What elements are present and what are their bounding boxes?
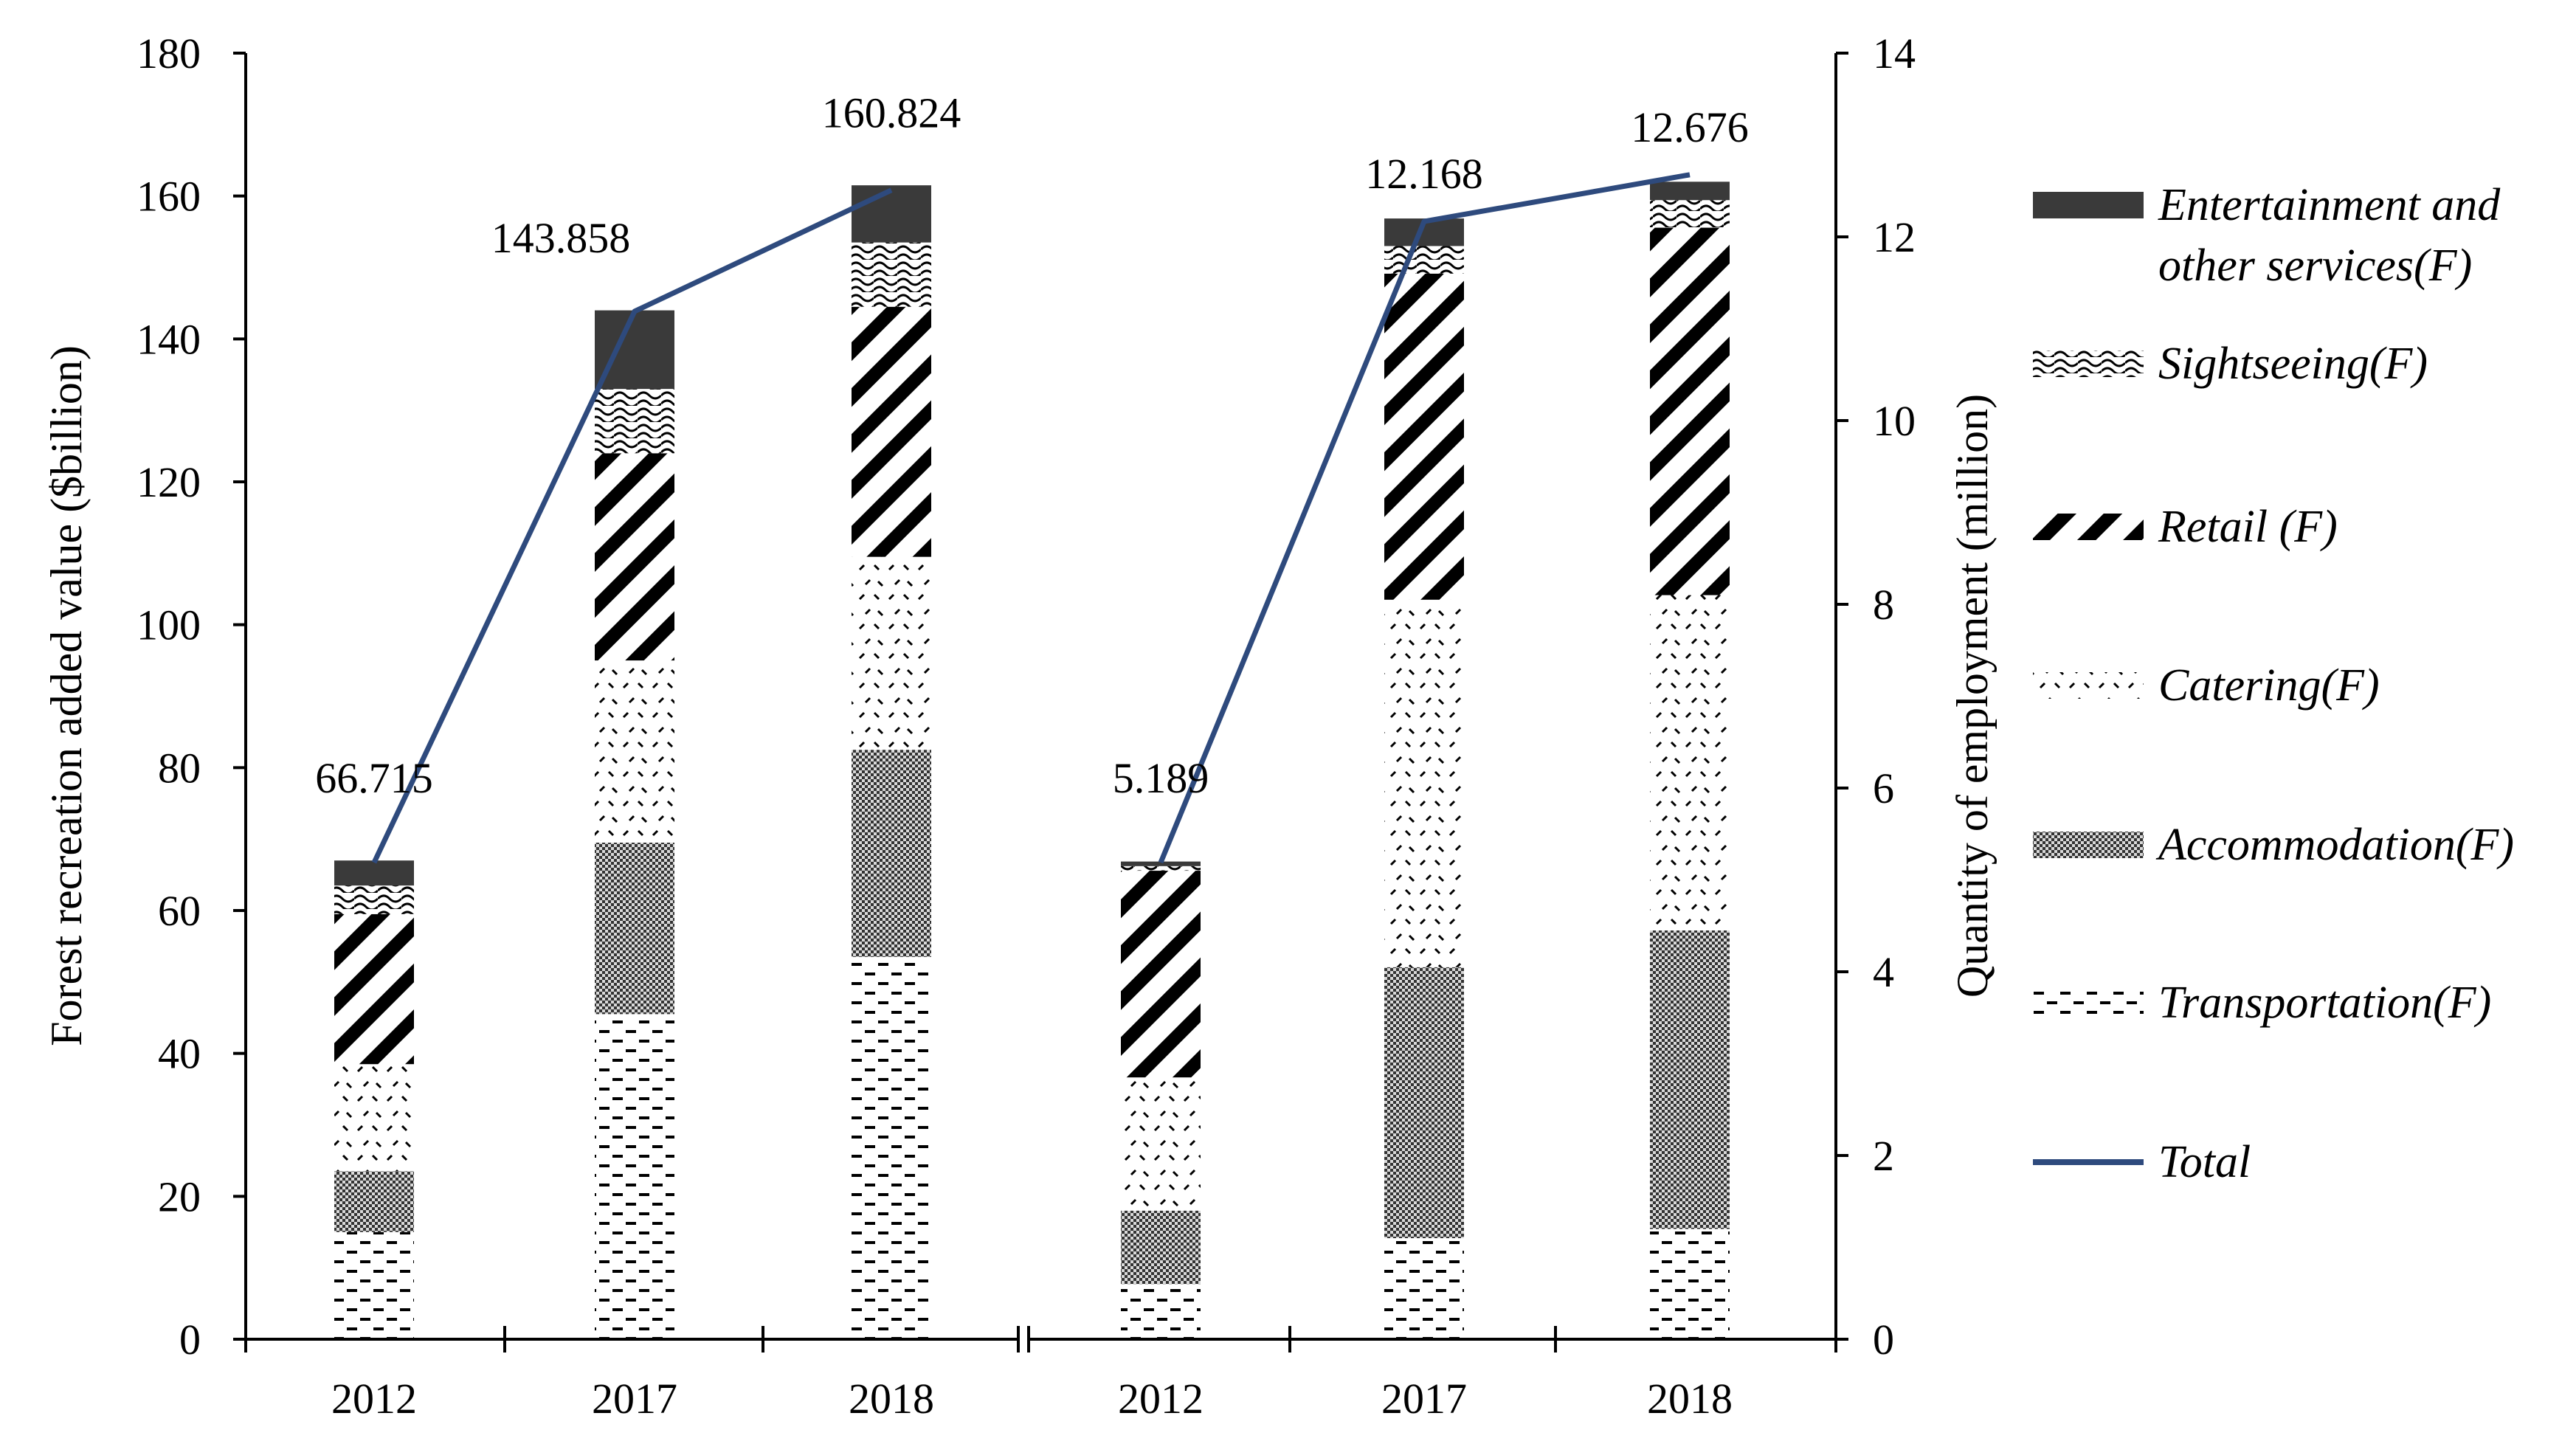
x-label-left-2017: 2017 — [592, 1375, 677, 1423]
total-label-left-2017: 143.858 — [491, 214, 631, 262]
x-axis-ticks: 2012 2017 2018 2012 2017 2018 — [244, 1326, 1837, 1423]
left-bar-2012-catering — [334, 1064, 414, 1172]
total-label-right-2018: 12.676 — [1631, 103, 1749, 151]
left-bar-2012-sightseeing — [334, 885, 414, 914]
legend-swatch-accommodation — [2033, 832, 2144, 858]
right-y-tick-label: 4 — [1873, 948, 1894, 996]
total-line-left — [371, 187, 893, 864]
right-bar-2018-accommodation — [1650, 930, 1730, 1229]
left-y-tick-label: 60 — [158, 887, 201, 935]
left-bar-2018-accommodation — [852, 750, 931, 957]
legend-swatch-transport — [2033, 989, 2144, 1016]
left-y-axis-title: Forest recreation added value ($billion) — [42, 345, 91, 1046]
left-bar-2017-catering — [595, 660, 674, 843]
right-y-tick-label: 12 — [1873, 213, 1916, 261]
legend: Entertainment and other services(F) Sights… — [2033, 180, 2514, 1187]
right-bar-2017-transport — [1384, 1238, 1464, 1339]
left-y-tick-label: 20 — [158, 1172, 201, 1220]
legend-label-line: Total — [2158, 1137, 2251, 1187]
right-bar-2018-sightseeing — [1650, 200, 1730, 228]
x-label-right-2017: 2017 — [1381, 1375, 1467, 1423]
right-bar-2012-catering — [1121, 1077, 1201, 1211]
legend-label-retail: Retail (F) — [2158, 502, 2338, 552]
left-bar-2018-entertainment — [852, 185, 931, 243]
left-bar-2018-transport — [852, 956, 931, 1339]
total-label-right-2017: 12.168 — [1365, 150, 1483, 198]
axes — [244, 53, 1837, 1341]
right-bar-2017-sightseeing — [1384, 246, 1464, 274]
left-bar-2012-transport — [334, 1231, 414, 1339]
x-label-right-2012: 2012 — [1118, 1375, 1204, 1423]
left-y-tick-label: 180 — [137, 30, 201, 77]
legend-label-accommodation: Accommodation(F) — [2155, 820, 2514, 870]
right-bar-2017-retail — [1384, 273, 1464, 600]
left-bar-2017-accommodation — [595, 843, 674, 1015]
legend-swatch-entertainment — [2033, 192, 2144, 218]
right-bar-2017-accommodation — [1384, 967, 1464, 1239]
right-bar-2012-retail — [1121, 871, 1201, 1078]
left-bar-2012-retail — [334, 913, 414, 1065]
left-bar-2017-transport — [595, 1014, 674, 1339]
left-bar-2018-sightseeing — [852, 242, 931, 307]
right-bar-2012-transport — [1121, 1284, 1201, 1339]
right-y-tick-label: 14 — [1873, 30, 1916, 77]
total-label-left-2012: 66.715 — [315, 754, 433, 802]
right-y-tick-label: 8 — [1873, 581, 1894, 629]
legend-label-entertainment: other services(F) — [2158, 241, 2472, 291]
left-y-tick-label: 160 — [137, 173, 201, 221]
legend-label-entertainment: Entertainment and — [2158, 180, 2501, 230]
right-y-axis-title: Quantity of employment (million) — [1948, 394, 1997, 998]
right-panel-bars — [1121, 182, 1730, 1339]
left-bar-2012-accommodation — [334, 1171, 414, 1232]
right-y-tick-label: 10 — [1873, 397, 1916, 445]
right-y-tick-label: 2 — [1873, 1132, 1894, 1180]
left-bar-2018-catering — [852, 556, 931, 750]
right-bar-2012-entertainment — [1121, 861, 1201, 866]
left-bar-2018-retail — [852, 306, 931, 557]
right-bar-2018-retail — [1650, 227, 1730, 595]
right-bar-2017-catering — [1384, 599, 1464, 967]
left-y-tick-label: 0 — [179, 1316, 201, 1364]
left-y-tick-label: 80 — [158, 744, 201, 792]
legend-swatch-catering — [2033, 672, 2144, 699]
x-label-left-2012: 2012 — [331, 1375, 417, 1423]
legend-swatch-sightseeing — [2033, 350, 2144, 377]
left-bar-2017-entertainment — [595, 310, 674, 390]
legend-label-sightseeing: Sightseeing(F) — [2158, 339, 2428, 389]
right-bar-2018-transport — [1650, 1229, 1730, 1339]
right-y-tick-label: 0 — [1873, 1316, 1894, 1364]
total-label-right-2012: 5.189 — [1113, 754, 1209, 802]
right-bar-2012-sightseeing — [1121, 866, 1201, 871]
total-lines — [371, 172, 1691, 864]
left-bar-2017-retail — [595, 453, 674, 661]
total-line-right — [1158, 172, 1691, 864]
left-y-tick-label: 40 — [158, 1030, 201, 1078]
total-labels: 66.715 143.858 160.824 5.189 12.168 12.676 — [315, 89, 1749, 802]
left-bar-2012-entertainment — [334, 860, 414, 886]
x-label-left-2018: 2018 — [849, 1375, 934, 1423]
legend-label-transport: Transportation(F) — [2158, 978, 2491, 1028]
left-bar-2017-sightseeing — [595, 389, 674, 454]
right-bar-2018-catering — [1650, 595, 1730, 930]
right-bar-2012-accommodation — [1121, 1210, 1201, 1285]
right-y-ticks: 0 2 4 6 8 10 12 14 — [1836, 30, 1916, 1364]
right-bar-2018-entertainment — [1650, 182, 1730, 201]
x-label-right-2018: 2018 — [1647, 1375, 1733, 1423]
left-y-tick-label: 140 — [137, 315, 201, 363]
left-y-ticks: 0 20 40 60 80 100 120 140 160 180 — [137, 30, 246, 1364]
legend-swatch-retail — [2033, 514, 2144, 540]
left-y-tick-label: 120 — [137, 458, 201, 506]
left-panel-bars — [334, 185, 931, 1339]
total-label-left-2018: 160.824 — [822, 89, 961, 137]
legend-label-catering: Catering(F) — [2158, 660, 2380, 711]
right-y-tick-label: 6 — [1873, 764, 1894, 812]
left-y-tick-label: 100 — [137, 601, 201, 649]
